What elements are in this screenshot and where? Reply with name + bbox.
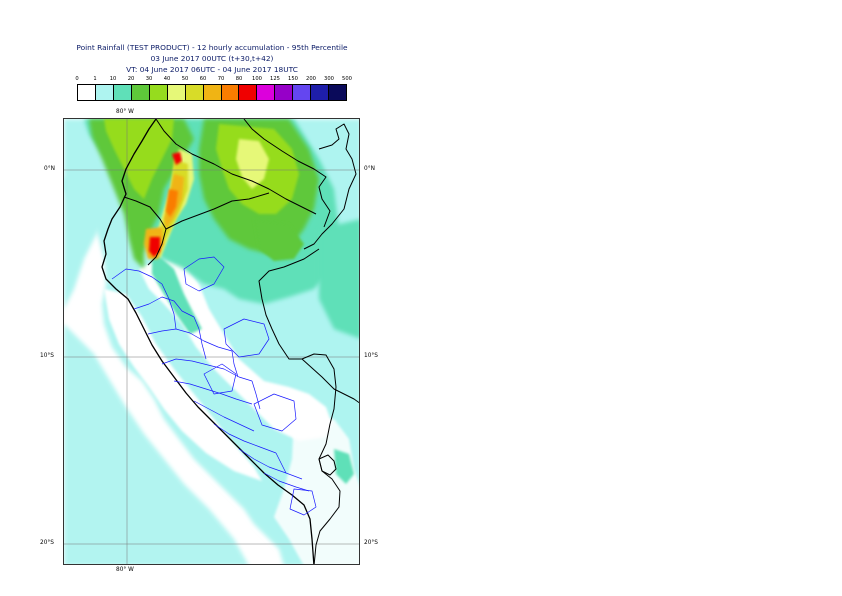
rainfall-map xyxy=(63,118,360,565)
region-line-3 xyxy=(147,328,233,352)
region-loop-3 xyxy=(253,393,297,432)
legend-swatch xyxy=(257,85,276,100)
shade-1-10-west xyxy=(64,169,109,309)
legend-tick-label: 125 xyxy=(270,76,280,82)
shade-10-20-patch-se xyxy=(334,449,354,484)
legend-tick-label: 40 xyxy=(163,76,171,82)
legend-tick-label: 200 xyxy=(306,76,316,82)
legend-tick-label: 300 xyxy=(324,76,334,82)
lat-label-left-20s: 20°S xyxy=(40,540,54,546)
legend-swatch xyxy=(203,85,222,100)
legend-swatch xyxy=(185,85,204,100)
legend-tick-label: 100 xyxy=(252,76,262,82)
shade-10-20-andes xyxy=(152,249,202,334)
region-loop-5 xyxy=(289,488,317,516)
region-line-9 xyxy=(263,472,310,492)
region-vert-2 xyxy=(193,316,207,360)
peru-brazil-border xyxy=(258,248,337,425)
shade-20-30-patch xyxy=(254,219,304,261)
legend-tick-label: 0 xyxy=(75,76,79,82)
legend-tick-label: 70 xyxy=(217,76,225,82)
shade-40-50-east xyxy=(236,139,269,189)
legend-tick-label: 1 xyxy=(93,76,97,82)
lat-label-right-10s: 10°S xyxy=(364,353,378,359)
region-line-8 xyxy=(238,448,303,480)
region-line-6 xyxy=(193,400,255,432)
region-loop-2 xyxy=(223,318,270,358)
coastline xyxy=(101,119,315,564)
lon-label-bottom: 80° W xyxy=(116,567,134,573)
peru-bolivia-border xyxy=(313,423,341,564)
legend-swatch xyxy=(311,85,330,100)
country-borders xyxy=(101,119,359,564)
legend-tick-label: 60 xyxy=(199,76,207,82)
map-canvas xyxy=(64,119,359,564)
color-legend: 0 1 10 20 30 40 50 60 70 80 100 125 150 200 300 500 xyxy=(75,76,352,102)
legend-tick-label: 500 xyxy=(342,76,352,82)
legend-swatch xyxy=(78,85,96,100)
regional-boundaries xyxy=(111,256,317,516)
lat-label-right-0n: 0°N xyxy=(364,166,375,172)
colombia-brazil-border xyxy=(303,123,357,250)
lat-label-left-10s: 10°S xyxy=(40,353,54,359)
legend-swatch xyxy=(293,85,312,100)
region-loop-4 xyxy=(203,363,237,395)
shade-80-100-north xyxy=(172,152,182,165)
rainfall-shading xyxy=(64,119,359,564)
legend-swatch xyxy=(95,85,114,100)
shade-10-20-east xyxy=(319,219,359,339)
region-vert-1 xyxy=(161,283,177,330)
colombia-east-border xyxy=(243,119,331,228)
legend-tick-labels: 0 1 10 20 30 40 50 60 70 80 100 125 150 200 300 500 xyxy=(75,76,352,84)
graticule xyxy=(64,119,359,564)
lat-label-left-0n: 0°N xyxy=(44,166,55,172)
region-vert-5 xyxy=(275,452,287,474)
legend-tick-label: 10 xyxy=(109,76,117,82)
legend-tick-label: 30 xyxy=(145,76,153,82)
legend-swatch xyxy=(113,85,132,100)
peru-colombia-border xyxy=(165,192,270,230)
shade-1-10-south xyxy=(64,324,248,564)
region-line-2 xyxy=(133,296,195,318)
legend-swatch xyxy=(131,85,150,100)
region-line-4 xyxy=(161,358,253,382)
legend-swatch xyxy=(167,85,186,100)
region-line-7 xyxy=(213,423,277,454)
legend-swatch xyxy=(329,85,347,100)
chart-titles: Point Rainfall (TEST PRODUCT) - 12 hourl… xyxy=(0,42,424,75)
legend-tick-label: 80 xyxy=(235,76,243,82)
legend-swatch xyxy=(149,85,168,100)
region-loop-1 xyxy=(183,256,225,292)
legend-swatch xyxy=(275,85,294,100)
legend-tick-label: 50 xyxy=(181,76,189,82)
legend-tick-label: 150 xyxy=(288,76,298,82)
dry-area-west-south xyxy=(104,289,262,481)
lake-titicaca xyxy=(318,454,337,476)
lon-label-top: 80° W xyxy=(116,109,134,115)
region-line-1 xyxy=(111,268,163,285)
shade-70-80 xyxy=(166,189,178,217)
lat-label-right-20s: 20°S xyxy=(364,540,378,546)
region-vert-4 xyxy=(251,380,261,410)
shade-80-100-south xyxy=(149,237,160,257)
bolivia-brazil-border xyxy=(301,358,359,404)
region-vert-3 xyxy=(231,350,239,378)
legend-swatch xyxy=(239,85,258,100)
region-line-5 xyxy=(173,380,253,405)
ecuador-peru-border xyxy=(123,196,167,266)
legend-tick-label: 20 xyxy=(127,76,135,82)
title-line-2: 03 June 2017 00UTC (t+30,t+42) xyxy=(150,54,274,63)
ecuador-colombia-border xyxy=(155,119,317,215)
shade-30-40-west xyxy=(104,119,174,199)
legend-color-bar xyxy=(77,84,347,101)
title-line-3: VT: 04 June 2017 06UTC - 04 June 2017 18… xyxy=(126,65,298,74)
legend-swatch xyxy=(221,85,240,100)
title-line-1: Point Rainfall (TEST PRODUCT) - 12 hourl… xyxy=(76,43,348,52)
